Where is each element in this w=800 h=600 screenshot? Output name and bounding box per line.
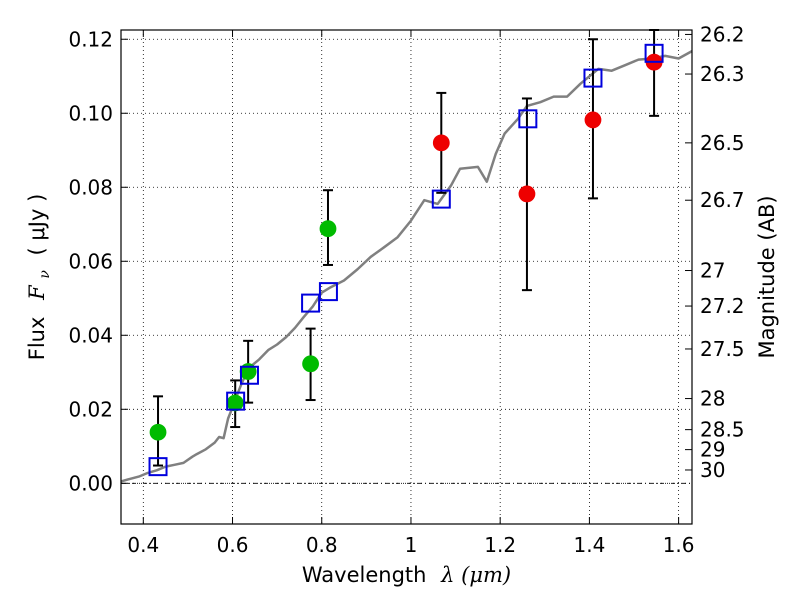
model-spectrum (120, 50, 693, 483)
y2-tick-label: 27 (700, 259, 725, 283)
y2-tick-label: 27.5 (700, 337, 745, 361)
y2-tick-label: 26.3 (700, 62, 745, 86)
x-tick-label: 1 (405, 533, 418, 557)
model-square-marker (318, 282, 338, 302)
red-data-point (518, 185, 536, 203)
x-tick-label: 1.2 (484, 533, 516, 557)
x-tick-label: 0.6 (217, 533, 249, 557)
tick-labels: 0.4 0.6 0.8 1 1.2 1.4 1.6 0.00 0.02 0.04 0.06 0.08 0… (68, 22, 744, 557)
y2-axis-label: Magnitude (AB) (755, 195, 779, 358)
x-tick-label: 1.6 (663, 533, 695, 557)
y-axis-label-unit: ( μJy ) (25, 194, 49, 256)
model-square-marker (644, 43, 664, 63)
model-square-marker (148, 457, 168, 477)
data-markers (148, 43, 664, 477)
y-axis-label: Flux F ν ( μJy ) (25, 194, 54, 361)
plot-frame (120, 29, 693, 525)
axis-ticks (121, 30, 692, 524)
y2-tick-label: 28.5 (700, 418, 745, 442)
y2-tick-label: 26.5 (700, 131, 745, 155)
x-axis-label-text: Wavelength (302, 563, 427, 587)
y-axis-label-text: Flux (25, 317, 49, 361)
green-data-point (302, 355, 319, 373)
y-axis-label-sub: ν (37, 270, 53, 279)
y-tick-label: 0.10 (68, 101, 113, 125)
y2-tick-label: 26.2 (700, 22, 745, 46)
x-axis-label-math: λ (μm) (440, 563, 511, 587)
model-square-marker (583, 68, 603, 88)
y2-tick-label: 27.2 (700, 294, 745, 318)
y2-tick-label: 30 (700, 458, 725, 482)
green-data-point (226, 394, 244, 412)
model-square-marker (431, 189, 451, 209)
y-tick-label: 0.06 (68, 249, 113, 273)
model-square-marker (301, 293, 321, 313)
y-tick-label: 0.08 (68, 175, 113, 199)
red-data-point (584, 111, 602, 129)
model-square-marker (239, 365, 259, 385)
y-tick-label: 0.12 (68, 27, 113, 51)
x-tick-label: 0.4 (127, 533, 159, 557)
y-axis-label-math: F (25, 284, 49, 301)
y-tick-label: 0.04 (68, 323, 113, 347)
x-tick-label: 0.8 (306, 533, 338, 557)
green-data-point (319, 220, 337, 238)
x-tick-label: 1.4 (573, 533, 605, 557)
model-spectrum-line (120, 50, 693, 483)
model-square-marker (226, 391, 246, 411)
y-tick-label: 0.00 (68, 471, 113, 495)
x-axis-label: Wavelength λ (μm) (302, 563, 511, 587)
y-tick-label: 0.02 (68, 397, 113, 421)
green-data-point (149, 423, 167, 441)
y2-tick-label: 28 (700, 387, 725, 411)
model-square-marker (518, 109, 538, 129)
y2-tick-label: 26.7 (700, 188, 745, 212)
y2-tick-label: 29 (700, 438, 725, 462)
red-data-point (432, 134, 450, 152)
